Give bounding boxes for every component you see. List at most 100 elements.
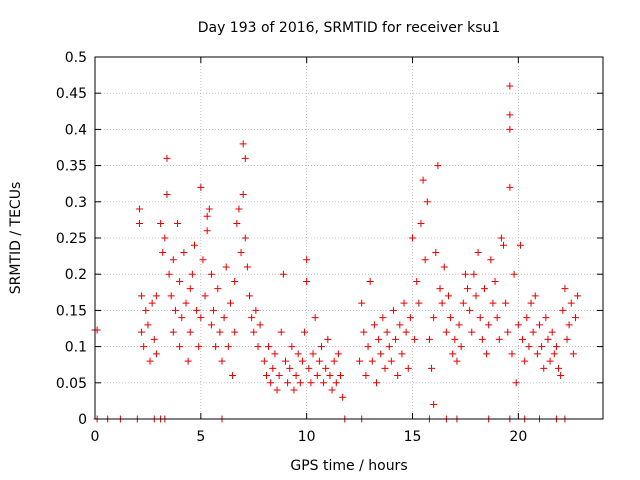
data-point (434, 162, 442, 170)
data-point (140, 343, 148, 351)
data-point (502, 299, 510, 307)
data-point (519, 335, 527, 343)
data-point (521, 357, 529, 365)
data-point (197, 314, 205, 322)
data-point (525, 343, 533, 351)
data-point (284, 379, 292, 387)
data-point (142, 306, 150, 314)
data-point (373, 379, 381, 387)
data-point (459, 299, 467, 307)
data-point (267, 379, 275, 387)
data-point (442, 328, 450, 336)
data-point (398, 350, 406, 358)
y-axis-label: SRMTID / TECUs (8, 182, 24, 295)
data-point (207, 270, 215, 278)
data-point (212, 343, 220, 351)
data-point (214, 285, 222, 293)
data-point (438, 299, 446, 307)
data-point (199, 256, 207, 264)
data-point (514, 321, 522, 329)
data-point (523, 314, 531, 322)
data-point (152, 292, 160, 300)
data-point (210, 306, 218, 314)
data-point (559, 306, 567, 314)
data-point (394, 372, 402, 380)
y-tick-label: 0.35 (56, 159, 87, 175)
data-point (337, 372, 345, 380)
data-point (527, 299, 535, 307)
data-point (301, 328, 309, 336)
data-point (377, 350, 385, 358)
data-point (447, 314, 455, 322)
data-point (288, 343, 296, 351)
x-axis-label: GPS time / hours (290, 458, 407, 474)
data-point (326, 372, 334, 380)
data-point (138, 292, 146, 300)
data-point (491, 277, 499, 285)
data-point (135, 220, 143, 228)
data-point (277, 328, 285, 336)
data-point (516, 241, 524, 249)
y-tick-label: 0 (78, 412, 87, 428)
data-point (368, 357, 376, 365)
data-point (548, 328, 556, 336)
data-point (358, 299, 366, 307)
data-point (356, 357, 364, 365)
data-point (468, 328, 476, 336)
data-point (315, 357, 323, 365)
data-point (506, 125, 514, 133)
data-point (444, 292, 452, 300)
x-tick-label: 10 (298, 429, 316, 445)
data-point (220, 314, 228, 322)
data-point (190, 241, 198, 249)
data-point (440, 263, 448, 271)
data-point (531, 292, 539, 300)
data-point (237, 248, 245, 256)
data-point (472, 292, 480, 300)
data-point (409, 234, 416, 242)
data-point (184, 357, 192, 365)
data-point (508, 350, 516, 358)
data-point (546, 357, 554, 365)
data-point (550, 350, 558, 358)
x-tick-label: 5 (196, 429, 205, 445)
data-point (167, 292, 175, 300)
x-tick-label: 15 (404, 429, 422, 445)
data-point (152, 350, 160, 358)
data-point (506, 111, 514, 119)
data-point (135, 205, 143, 213)
x-tick-label: 0 (91, 429, 100, 445)
y-tick-label: 0.15 (56, 303, 87, 319)
data-point (411, 335, 419, 343)
data-point (536, 321, 543, 329)
data-point (260, 357, 268, 365)
data-point (334, 350, 342, 358)
data-point (421, 256, 429, 264)
data-point (364, 343, 372, 351)
data-point (305, 364, 313, 372)
data-point (464, 285, 472, 293)
data-point (423, 198, 431, 206)
data-point (320, 379, 328, 387)
data-point (303, 256, 311, 264)
data-point (298, 357, 306, 365)
y-tick-label: 0.05 (56, 376, 87, 392)
data-point (495, 335, 503, 343)
data-point (533, 350, 541, 358)
data-point (279, 270, 287, 278)
data-point (419, 176, 427, 184)
data-point (571, 314, 579, 322)
data-point (430, 401, 438, 409)
data-point (157, 220, 165, 228)
data-point (254, 343, 262, 351)
data-point (436, 285, 444, 293)
data-point (555, 364, 563, 372)
data-point (307, 379, 315, 387)
data-point (362, 372, 370, 380)
y-tick-label: 0.3 (65, 195, 87, 211)
data-point (544, 335, 552, 343)
data-point (169, 256, 177, 264)
data-point (478, 335, 486, 343)
data-point (379, 314, 387, 322)
